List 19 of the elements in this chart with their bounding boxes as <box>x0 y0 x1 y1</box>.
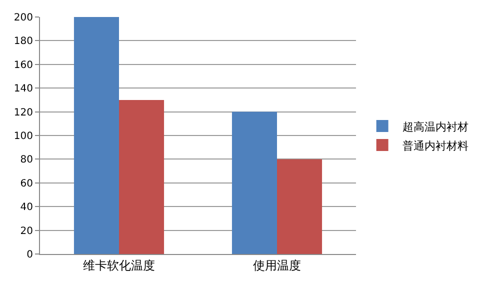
y-tick-label: 100 <box>14 131 33 142</box>
y-tick-label: 180 <box>14 36 33 48</box>
legend-label: 超高温内衬材 <box>402 120 468 134</box>
bar <box>119 100 164 254</box>
y-tick-label: 200 <box>14 12 33 24</box>
y-tick-label: 120 <box>14 107 33 118</box>
y-tick-label: 40 <box>20 202 33 214</box>
y-tick-label: 0 <box>26 250 33 260</box>
y-tick-label: 20 <box>20 226 33 237</box>
y-tick-label: 160 <box>14 60 33 71</box>
x-tick-label: 维卡软化温度 <box>83 258 155 272</box>
bar <box>277 159 322 254</box>
y-tick-label: 60 <box>20 178 33 190</box>
bar <box>74 17 119 254</box>
bar <box>232 112 277 254</box>
y-tick-label: 140 <box>14 84 33 95</box>
legend-label: 普通内衬材料 <box>402 139 468 152</box>
y-tick-label: 80 <box>20 154 33 166</box>
x-tick-label: 使用温度 <box>253 258 301 272</box>
